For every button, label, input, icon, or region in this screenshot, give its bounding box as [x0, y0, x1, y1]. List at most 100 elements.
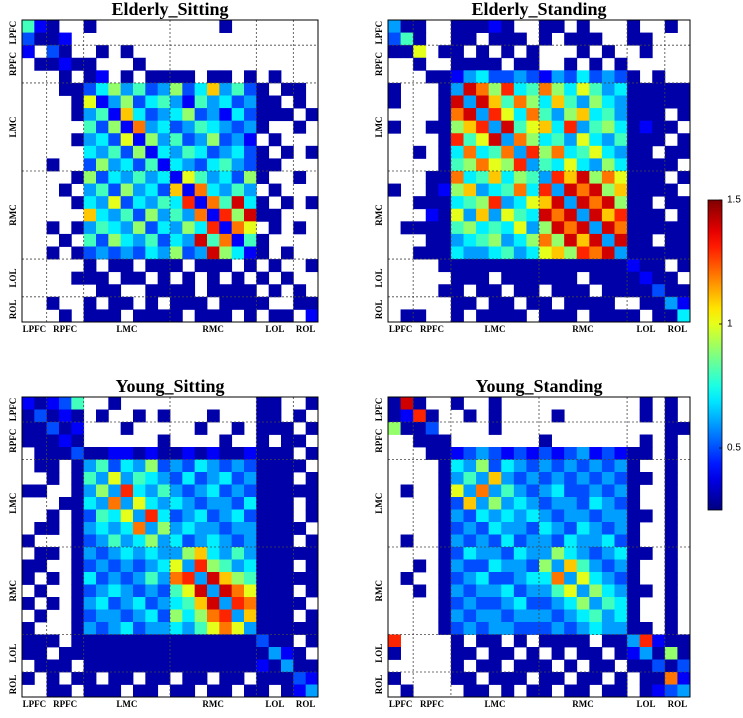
- matrix-cell: [513, 108, 527, 122]
- matrix-cell: [256, 409, 270, 423]
- matrix-cell: [231, 246, 245, 260]
- matrix-cell: [664, 484, 678, 498]
- matrix-cell: [71, 171, 85, 184]
- matrix-cell: [539, 484, 552, 498]
- matrix-cell: [664, 622, 678, 635]
- matrix-cell: [34, 547, 48, 560]
- matrix-cell: [133, 171, 146, 184]
- matrix-cell: [46, 20, 60, 33]
- matrix-cell: [46, 221, 60, 235]
- matrix-cell: [476, 572, 490, 585]
- matrix-cell: [526, 459, 540, 473]
- matrix-cell: [133, 584, 146, 598]
- matrix-cell: [601, 45, 615, 59]
- matrix-cell: [463, 497, 477, 510]
- matrix-cell: [601, 145, 615, 159]
- matrix-cell: [463, 246, 477, 260]
- matrix-cell: [244, 145, 257, 159]
- matrix-cell: [463, 559, 477, 573]
- matrix-cell: [526, 82, 540, 96]
- matrix-cell: [120, 422, 134, 435]
- region-label-x: RMC: [572, 324, 594, 334]
- matrix-cell: [551, 271, 565, 285]
- matrix-cell: [133, 409, 146, 423]
- matrix-cell: [120, 108, 134, 122]
- matrix-cell: [539, 659, 552, 673]
- matrix-cell: [145, 233, 159, 247]
- matrix-cell: [438, 158, 452, 172]
- matrix-cell: [46, 422, 60, 435]
- matrix-cell: [400, 409, 414, 423]
- matrix-cell: [305, 659, 319, 673]
- matrix-cell: [133, 145, 146, 159]
- matrix-cell: [627, 509, 641, 523]
- matrix-cell: [244, 82, 257, 96]
- matrix-cell: [207, 171, 220, 184]
- matrix-cell: [145, 221, 159, 235]
- region-label-y: LMC: [8, 493, 18, 514]
- matrix-cell: [71, 271, 85, 285]
- matrix-cell: [601, 597, 615, 610]
- matrix-cell: [438, 208, 452, 222]
- region-label-y: RMC: [374, 580, 384, 602]
- matrix-cell: [639, 108, 653, 122]
- matrix-cell: [133, 233, 146, 247]
- matrix-cell: [108, 622, 122, 635]
- matrix-cell: [157, 120, 171, 134]
- matrix-cell: [513, 509, 527, 523]
- matrix-cell: [664, 447, 678, 460]
- matrix-cell: [677, 233, 691, 247]
- matrix-cell: [244, 559, 257, 573]
- matrix-cell: [133, 497, 146, 510]
- matrix-cell: [182, 284, 196, 298]
- matrix-cell: [157, 108, 171, 122]
- matrix-cell: [614, 271, 628, 285]
- matrix-cell: [231, 659, 245, 673]
- matrix-cell: [182, 447, 196, 460]
- matrix-cell: [501, 522, 515, 535]
- matrix-cell: [244, 447, 257, 460]
- matrix-cell: [664, 597, 678, 610]
- matrix-cell: [639, 45, 653, 59]
- region-label-y: RPFC: [8, 52, 18, 76]
- matrix-cell: [120, 296, 134, 310]
- matrix-cell: [145, 684, 159, 698]
- matrix-cell: [539, 459, 552, 473]
- matrix-cell: [231, 484, 245, 498]
- matrix-cell: [71, 609, 85, 623]
- matrix-cell: [601, 120, 615, 134]
- matrix-cell: [526, 158, 540, 172]
- matrix-cell: [194, 221, 208, 235]
- matrix-cell: [589, 472, 603, 485]
- matrix-cell: [476, 309, 490, 323]
- matrix-cell: [96, 284, 109, 298]
- matrix-cell: [157, 183, 171, 197]
- matrix-cell: [601, 296, 615, 310]
- matrix-cell: [182, 609, 196, 623]
- matrix-cell: [526, 522, 540, 535]
- matrix-cell: [157, 95, 171, 109]
- matrix-cell: [22, 484, 35, 498]
- matrix-cell: [244, 634, 257, 648]
- matrix-cell: [120, 196, 134, 210]
- region-label-y: LOL: [374, 644, 384, 663]
- matrix-cell: [677, 634, 691, 648]
- matrix-cell: [639, 145, 653, 159]
- matrix-cell: [83, 158, 97, 172]
- matrix-cell: [305, 397, 319, 410]
- matrix-cell: [639, 171, 653, 184]
- matrix-cell: [564, 208, 578, 222]
- matrix-cell: [413, 397, 427, 410]
- matrix-cell: [488, 158, 502, 172]
- matrix-cell: [145, 659, 159, 673]
- matrix-cell: [388, 409, 401, 423]
- matrix-cell: [576, 45, 590, 59]
- matrix-cell: [96, 684, 109, 698]
- matrix-cell: [463, 522, 477, 535]
- matrix-cell: [488, 659, 502, 673]
- matrix-cell: [589, 547, 603, 560]
- matrix-cell: [256, 422, 270, 435]
- matrix-cell: [664, 534, 678, 548]
- matrix-cell: [539, 196, 552, 210]
- matrix-cell: [34, 409, 48, 423]
